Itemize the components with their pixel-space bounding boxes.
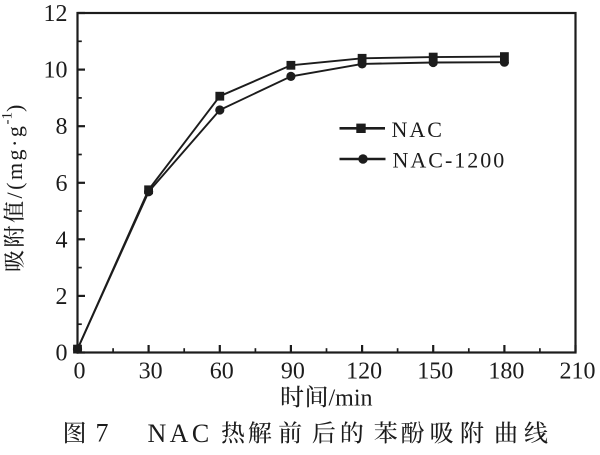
svg-text:210: 210 [560, 359, 596, 385]
svg-text:NAC-1200: NAC-1200 [393, 148, 507, 173]
svg-text:): ) [2, 105, 27, 112]
svg-text:12: 12 [44, 1, 68, 27]
svg-text:0: 0 [74, 359, 86, 385]
svg-text:0: 0 [56, 341, 68, 367]
svg-text:/min: /min [329, 386, 373, 412]
svg-text:120: 120 [346, 359, 382, 385]
svg-text:90: 90 [281, 359, 305, 385]
svg-text:180: 180 [488, 359, 524, 385]
svg-text:10: 10 [44, 58, 68, 84]
svg-text:6: 6 [56, 171, 68, 197]
svg-text:7: 7 [96, 419, 109, 448]
svg-text:-1: -1 [0, 112, 16, 125]
svg-text:8: 8 [56, 114, 68, 140]
svg-text:150: 150 [417, 359, 453, 385]
svg-text:/(mg·g: /(mg·g [2, 124, 27, 199]
svg-text:NAC: NAC [148, 419, 213, 448]
svg-text:4: 4 [56, 227, 68, 253]
svg-text:60: 60 [210, 359, 234, 385]
svg-text:30: 30 [139, 359, 163, 385]
svg-text:NAC: NAC [392, 117, 444, 142]
svg-text:2: 2 [56, 284, 68, 310]
